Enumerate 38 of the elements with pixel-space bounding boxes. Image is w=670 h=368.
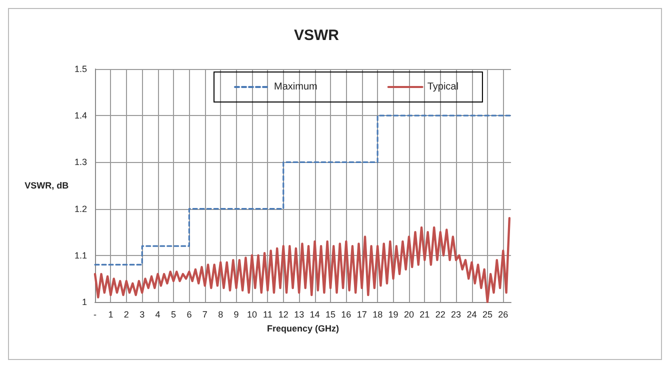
x-tick-label: 6 <box>186 310 192 320</box>
x-tick-label: 7 <box>202 310 208 320</box>
x-tick-label: 4 <box>155 310 160 320</box>
x-tick-label: 21 <box>420 310 430 320</box>
y-tick-label: 1.4 <box>74 110 87 121</box>
x-tick-label: 23 <box>451 310 462 320</box>
x-tick-label: 17 <box>356 310 367 320</box>
x-tick-label: 11 <box>263 310 272 320</box>
y-tick-label: 1.1 <box>74 250 87 260</box>
legend-label: Maximum <box>274 82 318 92</box>
x-tick-label: 25 <box>482 310 492 320</box>
y-tick-label: 1.3 <box>74 157 87 168</box>
x-tick-label: 22 <box>435 310 446 320</box>
x-tick-label: 16 <box>341 310 352 320</box>
x-tick-label: 10 <box>246 310 257 320</box>
x-tick-label: 24 <box>466 310 477 320</box>
x-tick-label: 18 <box>372 310 383 320</box>
x-tick-label: 1 <box>108 310 114 320</box>
x-axis-title: Frequency (GHz) <box>266 324 340 334</box>
y-tick-label: 1.2 <box>74 204 87 214</box>
x-tick-label: 20 <box>404 310 414 320</box>
x-tick-label: 2 <box>124 310 129 320</box>
y-tick-label: 1 <box>82 297 87 307</box>
x-tick-label: 19 <box>388 310 398 320</box>
x-tick-label: 15 <box>325 310 336 320</box>
x-tick-label: 14 <box>310 310 320 320</box>
x-tick-label: 9 <box>234 310 239 320</box>
x-tick-label: 3 <box>140 310 145 320</box>
x-tick-label: 12 <box>278 310 288 320</box>
chart-title: VSWR <box>294 27 340 44</box>
x-tick-label: 8 <box>218 310 224 320</box>
x-tick-label: - <box>94 310 96 320</box>
legend-label: Typical <box>427 82 458 92</box>
x-tick-label: 26 <box>498 310 508 320</box>
x-tick-label: 13 <box>294 310 304 320</box>
x-tick-label: 5 <box>170 310 176 320</box>
y-axis-title: VSWR, dB <box>24 180 70 190</box>
y-tick-label: 1.5 <box>74 64 87 74</box>
